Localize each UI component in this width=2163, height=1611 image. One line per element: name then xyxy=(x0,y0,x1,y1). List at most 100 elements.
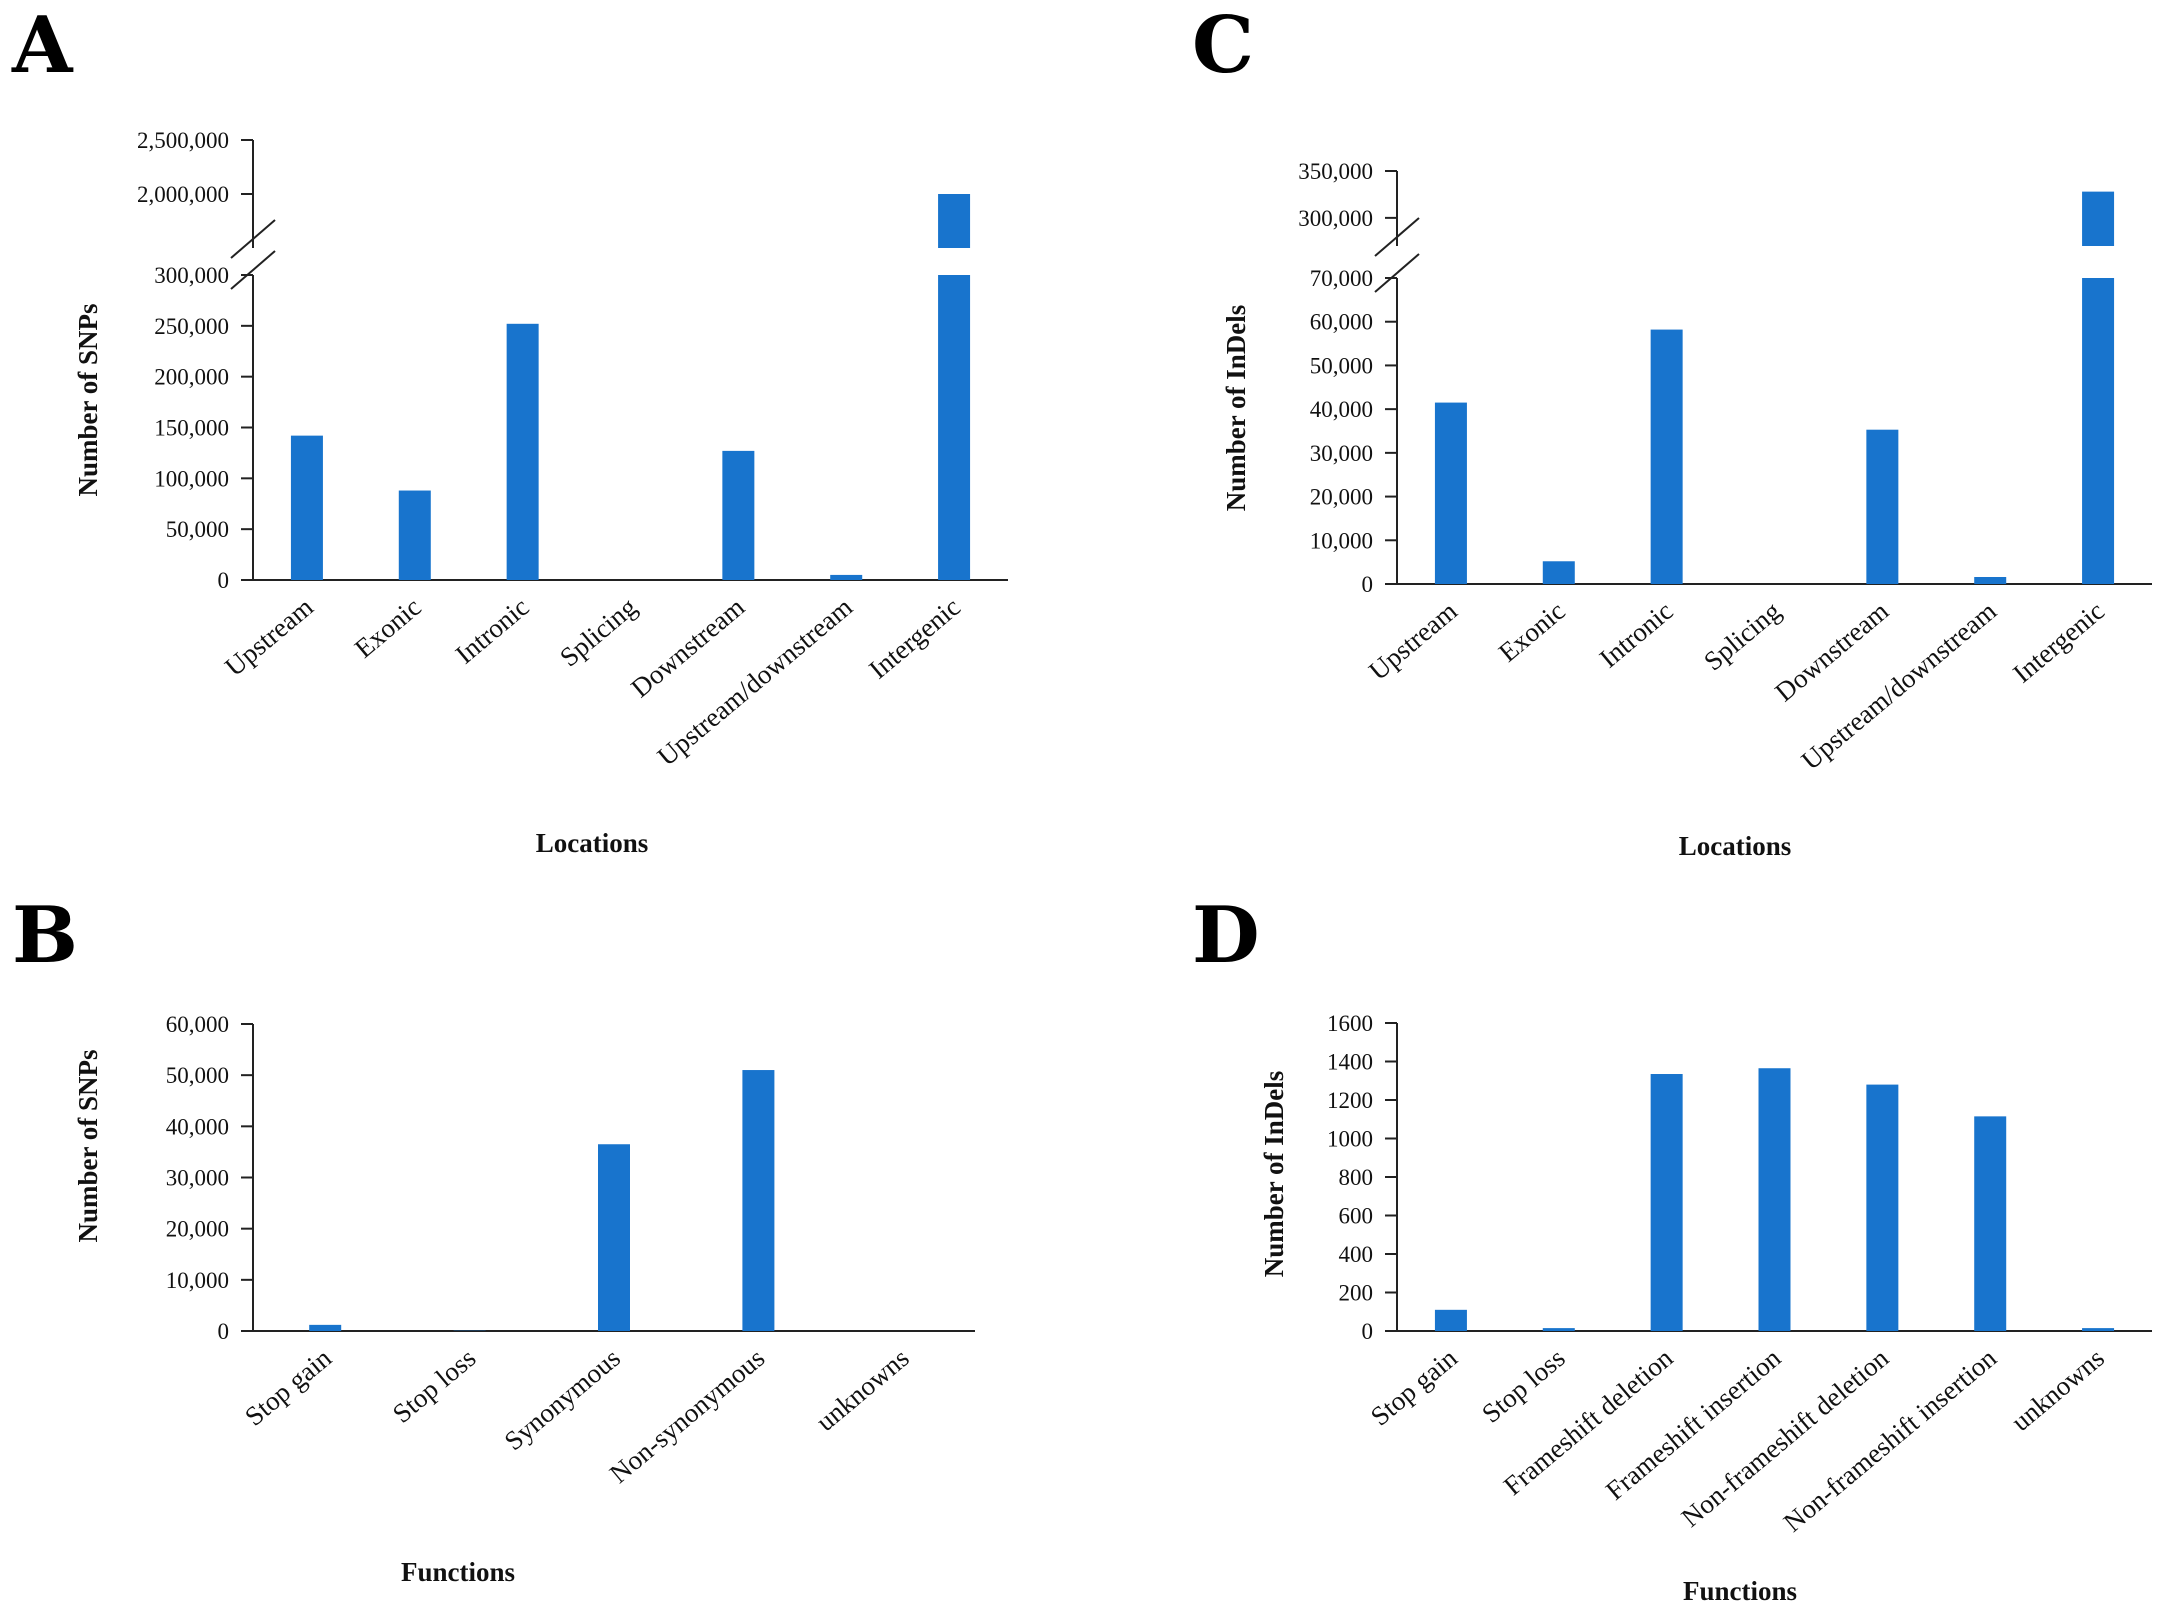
y-tick-label: 200 xyxy=(1339,1281,1374,1306)
panel-d: D 0 200 400 600 800 1000 1200 1400 1600 Stop gain S… xyxy=(1192,890,2152,1606)
axis-break-mark xyxy=(230,250,276,290)
y-tick-label: 250,000 xyxy=(154,314,229,339)
y-tick-label: 1600 xyxy=(1327,1011,1373,1036)
bar-downstream xyxy=(722,450,755,580)
y-tick-label: 200,000 xyxy=(154,365,229,390)
bar-upstream-downstream xyxy=(1974,577,2007,584)
bar-upstream xyxy=(290,435,323,580)
x-axis-title: Functions xyxy=(1683,1576,1797,1606)
panel-letter-c: C xyxy=(1192,0,1254,91)
y-tick-label: 30,000 xyxy=(1310,441,1373,466)
x-category-label: Non-synonymous xyxy=(604,1343,770,1489)
x-category-label: Upstream/downstream xyxy=(652,592,859,772)
bar-non-frameshift-deletion xyxy=(1866,1084,1899,1331)
x-category-label: Upstream/downstream xyxy=(1796,596,2003,776)
y-tick-label: 400 xyxy=(1339,1242,1374,1267)
y-axis-title: Number of SNPs xyxy=(73,1049,103,1242)
bar-non-synonymous xyxy=(742,1070,775,1331)
axis-break-mark xyxy=(1374,217,1420,257)
x-axis-title: Functions xyxy=(401,1557,515,1587)
y-tick-label: 2,000,000 xyxy=(137,182,229,207)
y-tick-label: 10,000 xyxy=(166,1268,229,1293)
y-tick-label: 30,000 xyxy=(166,1166,229,1191)
bar-intergenic-upper xyxy=(938,194,971,248)
y-axis-title: Number of InDels xyxy=(1259,1071,1289,1278)
bar-exonic xyxy=(398,490,431,580)
y-tick-label: 0 xyxy=(1362,1319,1374,1344)
bar-unknowns xyxy=(2082,1328,2115,1331)
y-tick-label: 10,000 xyxy=(1310,528,1373,553)
bar-upstream-downstream xyxy=(830,574,863,580)
y-axis-title: Number of InDels xyxy=(1221,305,1251,512)
bar-frameshift-deletion xyxy=(1650,1074,1683,1331)
y-tick-label: 350,000 xyxy=(1298,159,1373,184)
y-tick-label: 100,000 xyxy=(154,466,229,491)
x-category-label: Stop gain xyxy=(239,1342,337,1431)
bar-frameshift-insertion xyxy=(1758,1068,1791,1331)
bar-exonic xyxy=(1542,561,1575,584)
bar-intronic xyxy=(506,323,539,580)
x-category-label: Intergenic xyxy=(863,592,966,685)
x-category-label: Splicing xyxy=(1698,596,1786,677)
x-category-label: unknowns xyxy=(2006,1343,2110,1437)
x-category-label: Intronic xyxy=(1594,596,1679,674)
x-category-label: Splicing xyxy=(554,592,642,673)
bar-synonymous xyxy=(598,1144,630,1331)
y-tick-label: 70,000 xyxy=(1310,266,1373,291)
x-axis-title: Locations xyxy=(536,828,649,858)
x-category-label: Frameshift insertion xyxy=(1600,1342,1787,1506)
x-category-label: unknowns xyxy=(810,1343,914,1437)
x-category-label: Stop loss xyxy=(1476,1343,1571,1429)
y-tick-label: 0 xyxy=(218,568,230,593)
bar-upstream xyxy=(1434,402,1467,584)
y-tick-label: 60,000 xyxy=(1310,310,1373,335)
y-tick-label: 0 xyxy=(218,1319,230,1344)
x-category-label: Synonymous xyxy=(499,1343,626,1457)
y-tick-label: 40,000 xyxy=(1310,397,1373,422)
x-category-label: Intronic xyxy=(450,592,535,670)
y-tick-label: 0 xyxy=(1362,572,1374,597)
y-tick-label: 300,000 xyxy=(1298,206,1373,231)
axis-break-mark xyxy=(1374,253,1420,293)
x-category-label: Non-frameshift insertion xyxy=(1778,1342,2003,1537)
bar-intergenic xyxy=(2082,278,2115,584)
y-tick-label: 1000 xyxy=(1327,1127,1373,1152)
y-tick-label: 800 xyxy=(1339,1165,1374,1190)
y-tick-label: 1400 xyxy=(1327,1050,1373,1075)
bar-intergenic-upper xyxy=(2082,191,2115,246)
panel-a: A 0 50,000 100,000 150,000 200,000 250,000 300,… xyxy=(11,0,1008,858)
y-tick-label: 2,500,000 xyxy=(137,128,229,153)
bar-intergenic xyxy=(938,275,971,580)
y-tick-label: 60,000 xyxy=(166,1012,229,1037)
x-category-label: Exonic xyxy=(1493,596,1571,668)
panel-letter-d: D xyxy=(1192,890,1260,981)
panel-letter-a: A xyxy=(11,0,74,91)
y-tick-label: 20,000 xyxy=(1310,485,1373,510)
bar-intronic xyxy=(1650,329,1683,584)
panel-c: C 0 10,000 20,000 30,000 40,000 50,000 60,000 70… xyxy=(1192,0,2152,861)
x-category-label: Exonic xyxy=(349,592,427,664)
bar-non-frameshift-insertion xyxy=(1974,1116,2007,1331)
y-tick-label: 50,000 xyxy=(1310,353,1373,378)
x-category-label: Non-frameshift deletion xyxy=(1676,1342,1895,1533)
bar-stop-loss xyxy=(1542,1328,1575,1331)
x-axis-title: Locations xyxy=(1679,831,1792,861)
bar-stop-gain xyxy=(1434,1309,1467,1331)
x-category-label: Upstream xyxy=(219,592,319,682)
y-tick-label: 20,000 xyxy=(166,1217,229,1242)
x-category-label: Stop gain xyxy=(1365,1342,1463,1431)
y-tick-label: 300,000 xyxy=(154,263,229,288)
y-tick-label: 600 xyxy=(1339,1204,1374,1229)
bar-downstream xyxy=(1866,429,1899,584)
bar-stop-gain xyxy=(309,1324,342,1331)
x-category-label: Intergenic xyxy=(2007,596,2110,689)
y-axis-title: Number of SNPs xyxy=(73,303,103,496)
x-category-label: Upstream xyxy=(1363,596,1463,686)
y-tick-label: 150,000 xyxy=(154,416,229,441)
x-category-label: Stop loss xyxy=(387,1343,482,1429)
panel-letter-b: B xyxy=(12,890,78,981)
y-tick-label: 40,000 xyxy=(166,1114,229,1139)
axis-break-mark xyxy=(230,219,276,259)
y-tick-label: 50,000 xyxy=(166,517,229,542)
